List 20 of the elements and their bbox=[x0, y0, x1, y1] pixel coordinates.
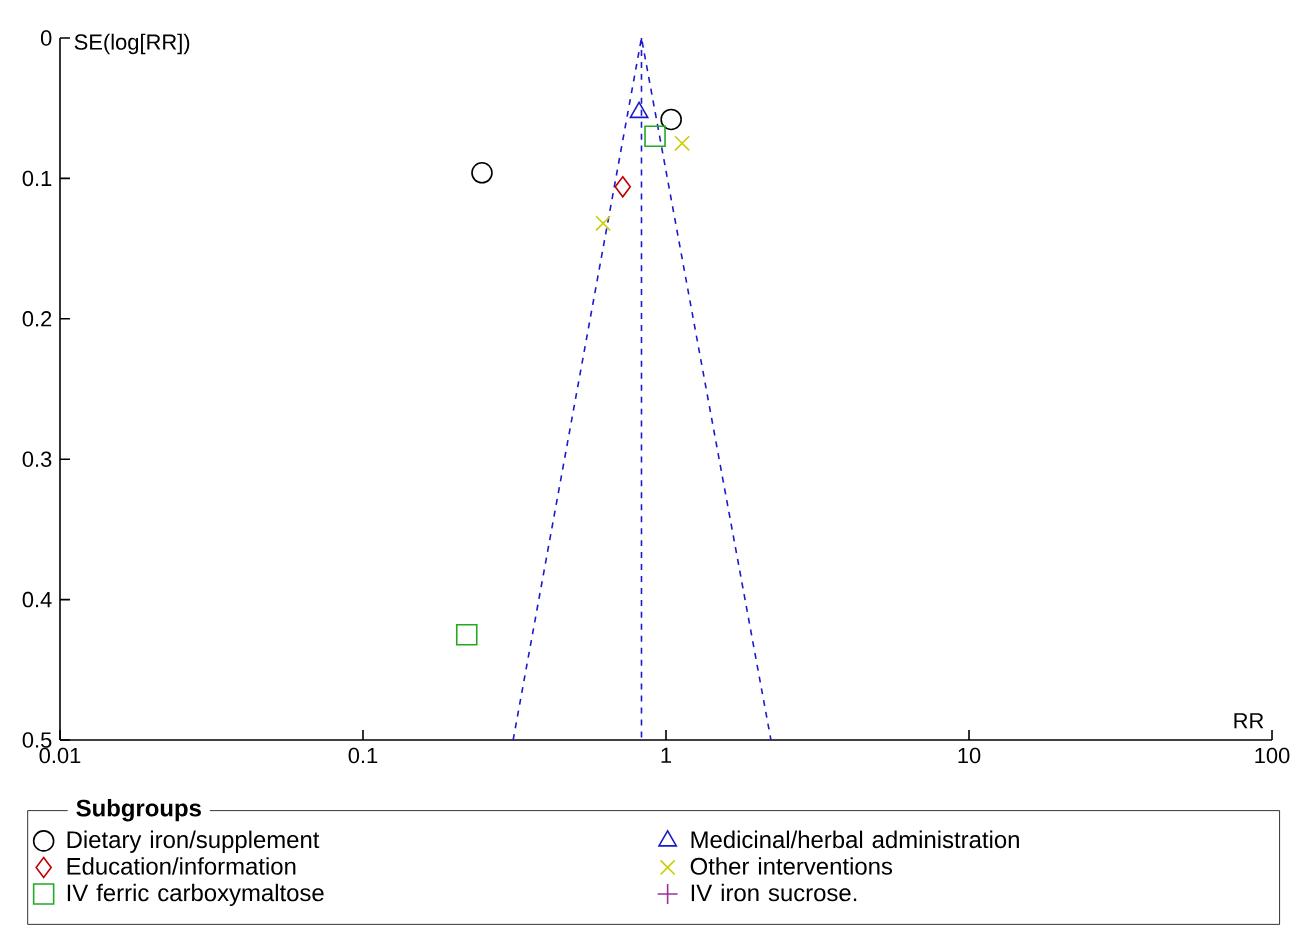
legend-label: IV ferric carboxymaltose bbox=[67, 883, 324, 907]
y-tick-label: 0.5 bbox=[22, 732, 52, 748]
y-tick-label: 0.4 bbox=[22, 591, 52, 608]
legend-label: Dietary iron/supplement bbox=[67, 830, 320, 853]
x-tick-label: 0.1 bbox=[348, 747, 378, 764]
legend-label: Medicinal/herbal administration bbox=[691, 830, 1019, 849]
legend-label: Other interventions bbox=[690, 857, 893, 875]
x-tick-label: 0.01 bbox=[39, 747, 81, 764]
legend-label: IV iron sucrose. bbox=[691, 883, 857, 902]
y-tick-label: 0 bbox=[40, 30, 52, 46]
y-tick-label: 0.1 bbox=[22, 170, 52, 187]
x-tick-label: 1 bbox=[661, 747, 672, 763]
x-tick-label: 10 bbox=[958, 747, 981, 764]
y-axis-title: SE(log[RR]) bbox=[74, 33, 190, 55]
legend-label: Education/information bbox=[67, 857, 296, 875]
x-tick-label: 100 bbox=[1255, 747, 1290, 764]
y-tick-label: 0.3 bbox=[22, 451, 52, 467]
x-axis-title: RR bbox=[1234, 713, 1264, 729]
legend-title: Subgroups bbox=[76, 799, 201, 822]
y-tick-label: 0.2 bbox=[22, 311, 52, 327]
